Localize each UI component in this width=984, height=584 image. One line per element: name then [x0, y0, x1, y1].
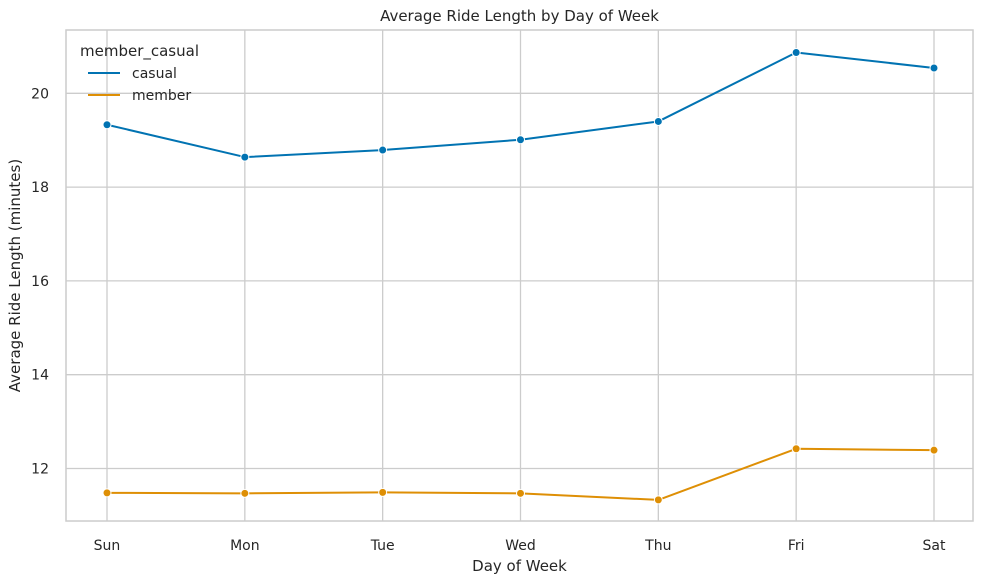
legend-title: member_casual [80, 42, 199, 61]
legend: member_casual casual member [80, 42, 199, 104]
y-tick-label: 16 [31, 274, 49, 290]
chart-title: Average Ride Length by Day of Week [380, 7, 659, 25]
legend-label-casual: casual [132, 66, 177, 82]
data-point-member [791, 444, 801, 454]
x-tick-label: Fri [788, 538, 805, 554]
grid-layer [66, 30, 973, 521]
x-axis-title: Day of Week [472, 557, 567, 575]
x-tick-label: Sun [94, 538, 121, 554]
series-layer [102, 48, 939, 505]
x-tick-label: Thu [644, 538, 671, 554]
data-point-casual [378, 145, 388, 155]
data-point-member [929, 445, 939, 455]
data-point-member [653, 495, 663, 505]
y-tick-label: 14 [31, 368, 49, 384]
x-tick-label: Sat [923, 538, 946, 554]
y-tick-label: 18 [31, 180, 49, 196]
data-point-member [516, 488, 525, 498]
x-tick-label: Tue [370, 538, 395, 554]
data-point-casual [791, 48, 801, 58]
data-point-casual [653, 116, 663, 126]
y-tick-label: 12 [31, 461, 49, 477]
y-axis-title: Average Ride Length (minutes) [6, 159, 24, 392]
data-point-casual [240, 152, 250, 162]
data-point-member [240, 488, 250, 498]
data-point-casual [516, 135, 525, 145]
data-point-casual [929, 63, 939, 73]
x-tick-label: Wed [505, 538, 536, 554]
x-tick-label: Mon [230, 538, 260, 554]
tick-layer: Sun Mon Tue Wed Thu Fri Sat 12 14 16 18 20 [31, 86, 946, 554]
data-point-member [102, 488, 112, 498]
plot-frame [65, 29, 974, 522]
data-point-casual [102, 120, 112, 130]
y-tick-label: 20 [31, 86, 49, 102]
legend-label-member: member [132, 88, 191, 104]
data-point-member [378, 487, 388, 497]
